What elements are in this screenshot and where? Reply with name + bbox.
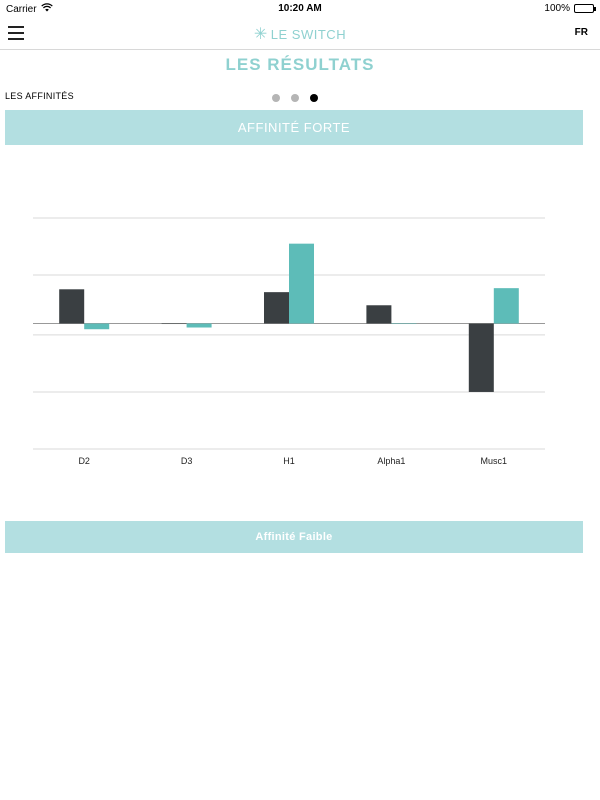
section-label: LES AFFINITÉS bbox=[5, 91, 74, 101]
status-left: Carrier bbox=[6, 3, 53, 15]
x-tick-label-h1: H1 bbox=[283, 456, 295, 466]
bar-musc1-series-2 bbox=[493, 288, 519, 324]
battery-percent: 100% bbox=[544, 3, 570, 14]
status-right: 100% bbox=[544, 3, 596, 14]
wifi-icon bbox=[40, 3, 53, 15]
logo-text: LE SWITCH bbox=[270, 27, 347, 42]
battery-icon bbox=[574, 4, 596, 13]
x-tick-label-d3: D3 bbox=[181, 456, 193, 466]
pager-dot-3[interactable] bbox=[310, 94, 318, 102]
bar-alpha1-series-1 bbox=[366, 305, 392, 324]
page-title: LES RÉSULTATS bbox=[225, 55, 375, 74]
bar-h1-series-1 bbox=[264, 292, 289, 324]
affinity-bar-chart: D2 D3 H1 Alpha1 Musc1 bbox=[33, 217, 545, 466]
hamburger-menu-icon[interactable] bbox=[8, 26, 24, 40]
bar-d3-series-2 bbox=[186, 323, 212, 328]
bar-d2-series-1 bbox=[59, 289, 85, 324]
x-tick-label-alpha1: Alpha1 bbox=[377, 456, 405, 466]
carrier-label: Carrier bbox=[6, 3, 37, 15]
navigation-bar: ✳ LE SWITCH FR bbox=[0, 18, 600, 50]
bar-d3-series-1 bbox=[161, 323, 187, 325]
weak-affinity-banner[interactable]: Affinité Faible bbox=[5, 521, 583, 553]
language-switch[interactable]: FR bbox=[574, 27, 588, 38]
bar-musc1-series-1 bbox=[468, 323, 494, 392]
status-time: 10:20 AM bbox=[278, 3, 322, 14]
pager-dot-2[interactable] bbox=[291, 94, 299, 102]
bar-d2-series-2 bbox=[84, 323, 110, 330]
star-burst-icon: ✳ bbox=[253, 26, 268, 43]
bar-h1-series-2 bbox=[289, 243, 314, 324]
x-tick-label-musc1: Musc1 bbox=[481, 456, 508, 466]
x-tick-label-d2: D2 bbox=[78, 456, 90, 466]
page-indicator bbox=[272, 94, 318, 102]
status-bar: Carrier 10:20 AM 100% bbox=[0, 0, 600, 18]
app-logo: ✳ LE SWITCH bbox=[0, 24, 600, 44]
bar-alpha1-series-2 bbox=[391, 323, 417, 325]
pager-dot-1[interactable] bbox=[272, 94, 280, 102]
strong-affinity-banner[interactable]: AFFINITÉ FORTE bbox=[5, 110, 583, 145]
